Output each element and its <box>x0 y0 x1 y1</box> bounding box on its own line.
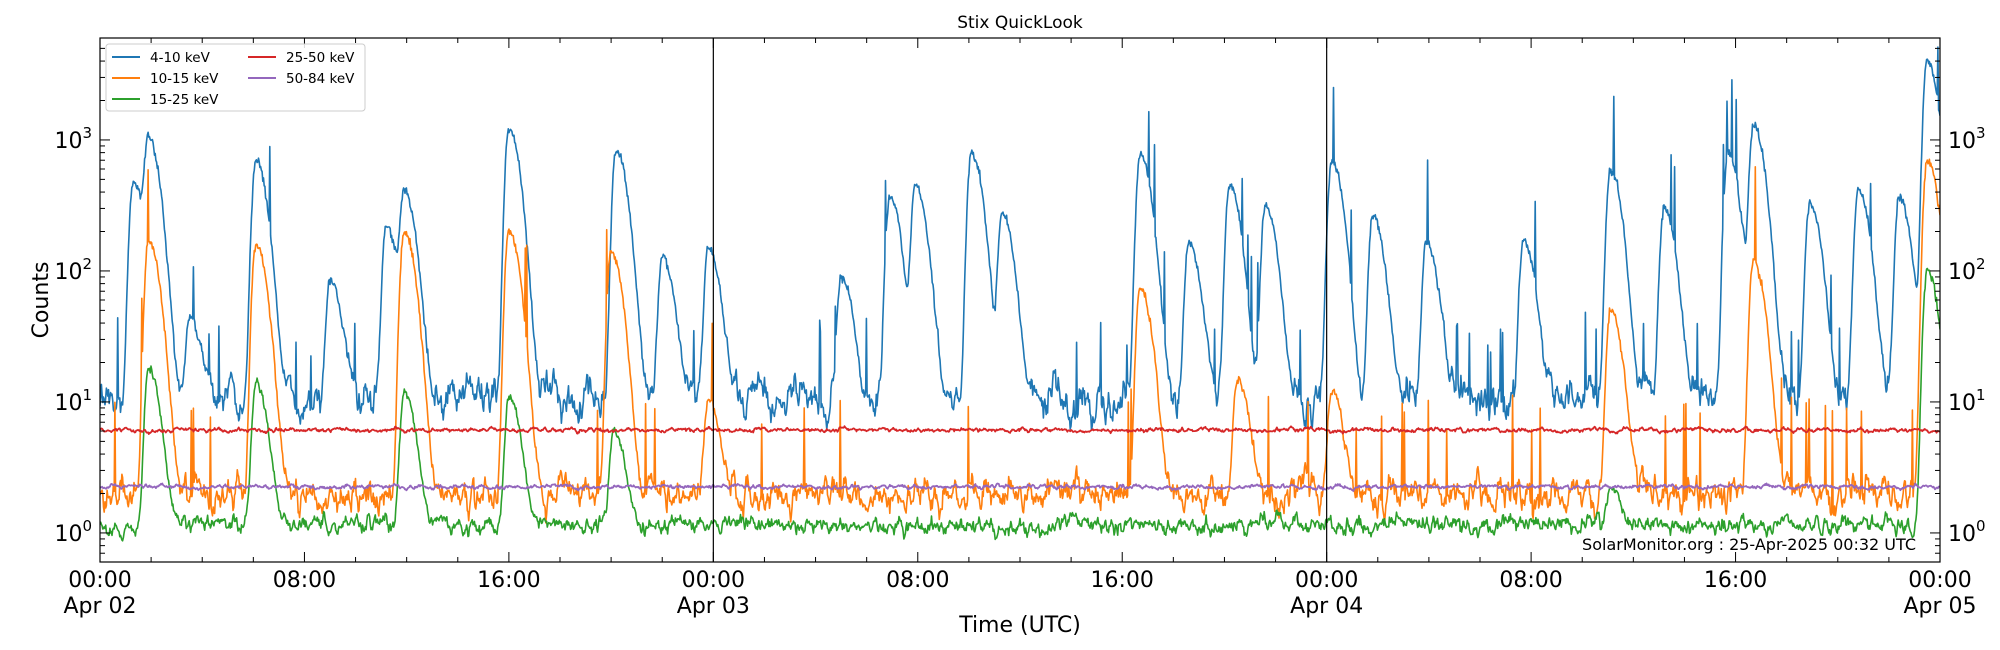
y-tick-label-right: 103 <box>1948 124 1986 154</box>
x-tick-date-label: Apr 03 <box>677 594 750 619</box>
series-line-4-10-kev <box>100 46 1940 431</box>
series-line-25-50-kev <box>100 425 1940 436</box>
y-tick-label-right: 101 <box>1948 386 1986 416</box>
legend-label: 4-10 keV <box>150 50 211 66</box>
x-tick-label: 08:00 <box>1499 568 1562 593</box>
x-tick-label: 00:00 <box>682 568 745 593</box>
x-tick-date-label: Apr 02 <box>63 594 136 619</box>
series-line-15-25-kev <box>100 267 1940 542</box>
x-tick-label: 00:00 <box>1908 568 1971 593</box>
y-tick-label-left: 101 <box>54 386 92 416</box>
legend-label: 50-84 keV <box>286 71 355 87</box>
x-tick-label: 00:00 <box>68 568 131 593</box>
x-tick-label: 08:00 <box>273 568 336 593</box>
chart-title: Stix QuickLook <box>957 13 1083 33</box>
legend-label: 15-25 keV <box>150 92 219 108</box>
y-tick-label-left: 100 <box>54 517 92 547</box>
x-tick-date-label: Apr 05 <box>1903 594 1976 619</box>
series-line-50-84-kev <box>100 482 1940 493</box>
legend-label: 25-50 keV <box>286 50 355 66</box>
x-tick-label: 08:00 <box>886 568 949 593</box>
x-tick-label: 16:00 <box>477 568 540 593</box>
x-axis-label: Time (UTC) <box>958 613 1081 638</box>
y-tick-label-left: 102 <box>54 255 92 285</box>
day-boundaries <box>712 38 1328 562</box>
y-axis-label: Counts <box>29 262 54 339</box>
y-tick-label-right: 102 <box>1948 255 1986 285</box>
legend-box <box>105 43 366 112</box>
y-tick-label-left: 103 <box>54 124 92 154</box>
y-tick-label-right: 100 <box>1948 517 1986 547</box>
series-layer <box>100 46 1940 542</box>
series-line-10-15-kev <box>100 158 1940 525</box>
legend: 4-10 keV 10-15 keV 15-25 keV 25-50 keV 50-84… <box>105 43 366 112</box>
x-tick-label: 00:00 <box>1295 568 1358 593</box>
solarmonitor-annotation: SolarMonitor.org : 25-Apr-2025 00:32 UTC <box>1582 535 1916 554</box>
x-tick-label: 16:00 <box>1091 568 1154 593</box>
x-tick-date-label: Apr 04 <box>1290 594 1363 619</box>
legend-label: 10-15 keV <box>150 71 219 87</box>
axis-ticks <box>99 37 1941 563</box>
y-tick-labels: 100 100 101 101 102 102 103 103 <box>54 124 1985 547</box>
x-tick-label: 16:00 <box>1704 568 1767 593</box>
